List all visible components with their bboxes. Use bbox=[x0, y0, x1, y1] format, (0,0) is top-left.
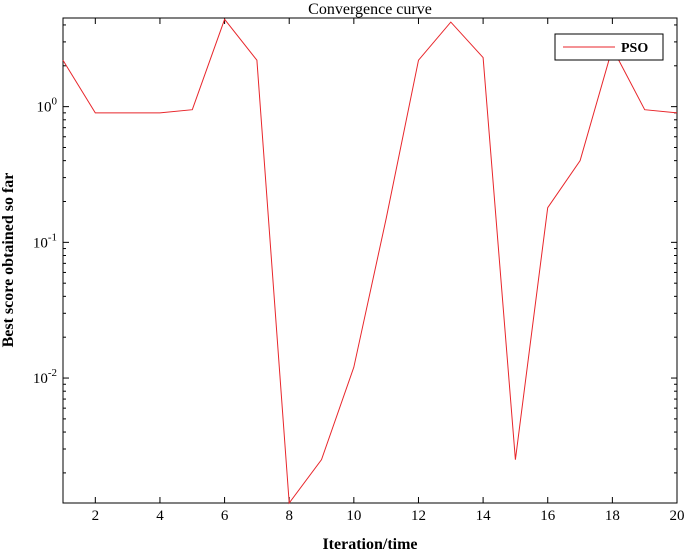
legend: PSO bbox=[554, 33, 664, 61]
x-tick-label: 8 bbox=[285, 508, 293, 524]
x-tick-label: 4 bbox=[156, 508, 164, 524]
x-tick-label: 2 bbox=[92, 508, 100, 524]
x-axis-label: Iteration/time bbox=[322, 536, 417, 553]
x-tick-label: 14 bbox=[476, 508, 492, 524]
x-tick-label: 12 bbox=[411, 508, 426, 524]
y-axis: 100 10-1 10-2 bbox=[33, 24, 677, 474]
legend-label: PSO bbox=[621, 41, 648, 56]
chart-title: Convergence curve bbox=[308, 1, 432, 18]
x-axis: 2 4 6 8 10 12 14 16 18 20 bbox=[92, 18, 685, 524]
x-tick-label: 20 bbox=[670, 508, 685, 524]
y-tick-label: 10-2 bbox=[33, 367, 57, 387]
x-tick-label: 16 bbox=[540, 508, 556, 524]
series-line-pso bbox=[62, 18, 678, 505]
y-tick-label: 10-1 bbox=[33, 231, 57, 251]
y-axis-label: Best score obtained so far bbox=[0, 173, 17, 348]
y-tick-label: 100 bbox=[37, 96, 58, 116]
x-tick-label: 18 bbox=[605, 508, 620, 524]
series-layer bbox=[62, 18, 678, 505]
x-tick-label: 10 bbox=[346, 508, 361, 524]
x-tick-label: 6 bbox=[221, 508, 229, 524]
plot-area bbox=[62, 17, 678, 504]
